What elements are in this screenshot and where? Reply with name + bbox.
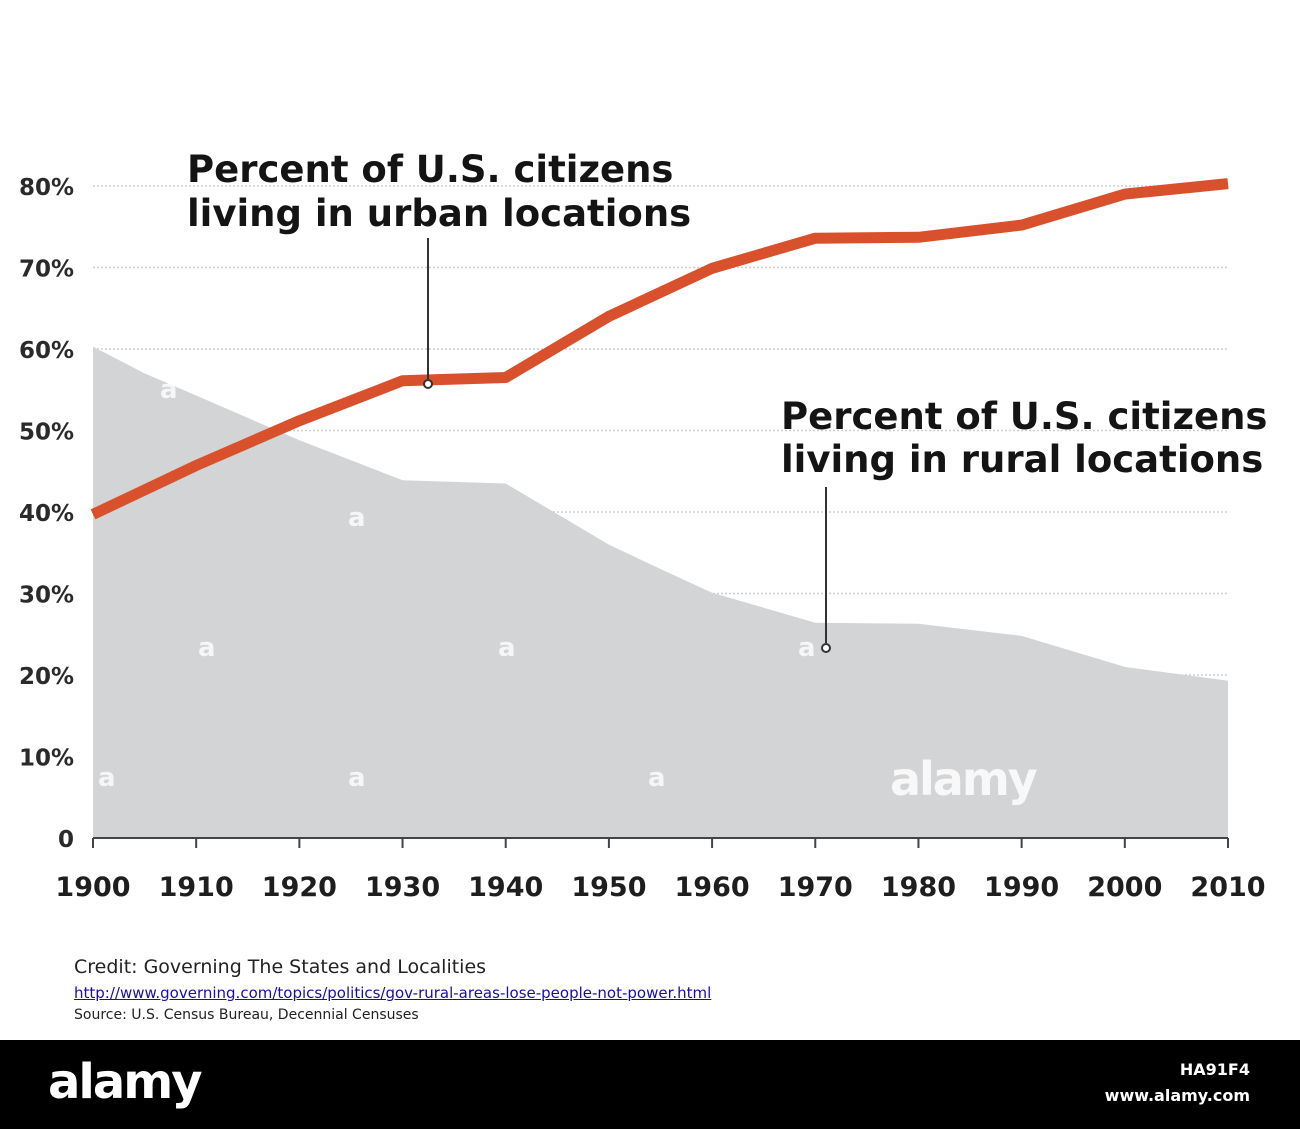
site-url: www.alamy.com: [1104, 1086, 1250, 1105]
x-tick-label-1930: 1930: [365, 872, 440, 903]
rural-annotation-marker: [821, 643, 831, 653]
y-tick-label-70: 70%: [19, 257, 74, 283]
y-tick-label-50: 50%: [19, 420, 74, 446]
x-tick-label-1960: 1960: [675, 872, 750, 903]
x-tick-label-1950: 1950: [571, 872, 646, 903]
urban-annotation-line1: Percent of U.S. citizens: [187, 148, 673, 191]
rural-annotation-line2: living in rural locations: [781, 438, 1263, 481]
annotations: Percent of U.S. citizens living in urban…: [187, 148, 1267, 653]
rural-area-layer: [93, 346, 1228, 838]
urban-annotation-marker: [423, 379, 433, 389]
watermark-letter: a: [348, 763, 366, 793]
y-tick-label-60: 60%: [19, 338, 74, 364]
x-tick-label-2000: 2000: [1087, 872, 1162, 903]
axes: 0 10% 20% 30% 40% 50% 60% 70% 80% 1900 1910 1920 193…: [19, 175, 1266, 903]
watermark-letter: a: [648, 763, 666, 793]
watermark-letter: a: [348, 503, 366, 533]
watermark-letter: a: [160, 375, 178, 405]
x-tick-label-1940: 1940: [468, 872, 543, 903]
watermark-overlay: a a a a a a a a alamy: [98, 375, 1040, 806]
watermark-footer-bar: alamy HA91F4 www.alamy.com: [0, 1040, 1300, 1129]
y-tick-label-80: 80%: [19, 175, 74, 201]
rural-annotation-line1: Percent of U.S. citizens: [781, 395, 1267, 438]
watermark-letter: a: [798, 633, 816, 663]
urban-annotation-line2: living in urban locations: [187, 192, 691, 235]
credit-link[interactable]: http://www.governing.com/topics/politics…: [74, 984, 712, 1002]
x-tick-label-1980: 1980: [881, 872, 956, 903]
credit-line: Credit: Governing The States and Localit…: [74, 956, 487, 978]
watermark-letter: a: [98, 763, 116, 793]
alamy-logo: alamy: [48, 1054, 203, 1110]
y-tick-label-40: 40%: [19, 501, 74, 527]
watermark-logo: alamy: [890, 752, 1038, 806]
urban-series-line: [90, 178, 1229, 520]
source-line: Source: U.S. Census Bureau, Decennial Ce…: [74, 1007, 419, 1023]
watermark-letter: a: [498, 633, 516, 663]
x-tick-label-1900: 1900: [55, 872, 130, 903]
y-tick-label-0: 0: [58, 827, 74, 853]
urban-line-layer: [90, 178, 1229, 520]
chart: a a a a a a a a alamy 0 10% 20% 30% 40% 50% 60% 70% 80% 1…: [19, 148, 1268, 903]
x-tick-label-2010: 2010: [1190, 872, 1265, 903]
rural-series-area: [93, 346, 1228, 838]
y-tick-label-10: 10%: [19, 746, 74, 772]
image-id: HA91F4: [1179, 1060, 1250, 1079]
y-tick-label-20: 20%: [19, 664, 74, 690]
x-tick-label-1990: 1990: [984, 872, 1059, 903]
x-tick-label-1910: 1910: [159, 872, 234, 903]
x-tick-label-1920: 1920: [262, 872, 337, 903]
x-tick-label-1970: 1970: [778, 872, 853, 903]
y-tick-label-30: 30%: [19, 583, 74, 609]
watermark-letter: a: [198, 633, 216, 663]
